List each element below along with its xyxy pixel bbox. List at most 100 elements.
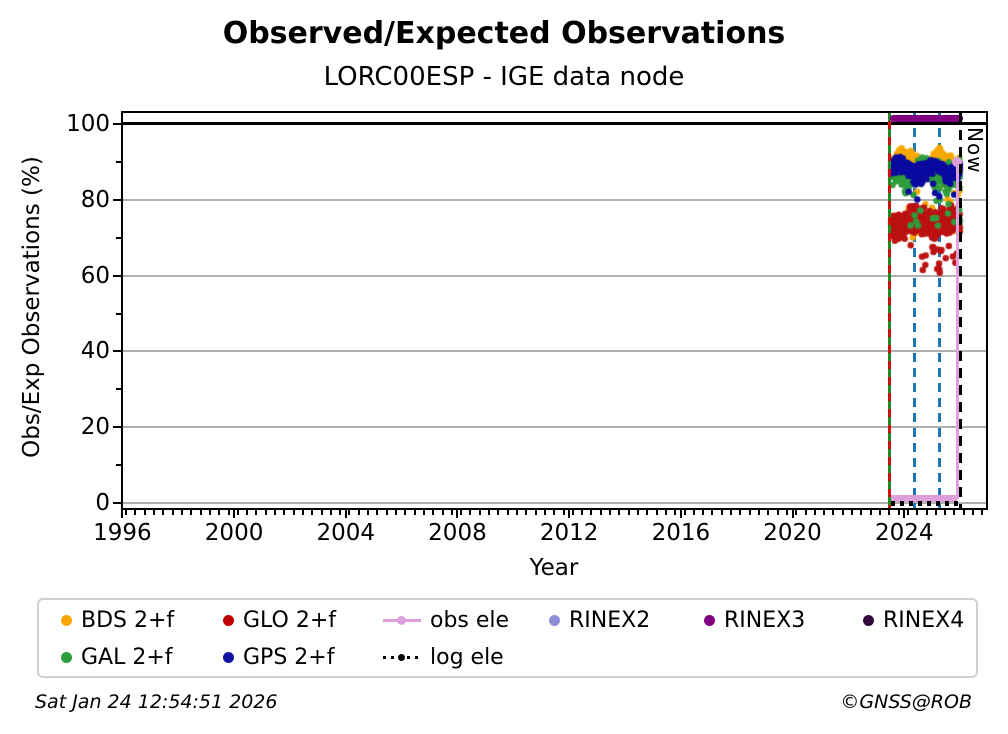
x-tick-label: 2012 (539, 520, 599, 546)
legend-item: BDS 2+f (61, 605, 174, 635)
legend-label: RINEX4 (883, 607, 965, 633)
x-major-tick (344, 510, 347, 518)
legend-label: GPS 2+f (243, 644, 335, 670)
x-minor-tick (422, 510, 425, 515)
plot-timestamp: Sat Jan 24 12:54:51 2026 (35, 691, 278, 713)
y-major-tick (113, 274, 121, 277)
x-minor-tick (832, 510, 835, 515)
y-minor-tick (116, 236, 121, 239)
x-minor-tick (599, 510, 602, 515)
obs-ele-last-point (952, 156, 962, 167)
legend-label: BDS 2+f (81, 607, 175, 633)
now-annotation-label: Now (963, 127, 987, 174)
x-minor-tick (702, 510, 705, 515)
legend-label: GLO 2+f (243, 607, 337, 633)
x-minor-tick (432, 510, 435, 515)
now-line (959, 113, 963, 508)
x-minor-tick (934, 510, 937, 515)
x-minor-tick (571, 510, 574, 515)
x-minor-tick (869, 510, 872, 515)
obs-ele-last-segment (955, 161, 959, 499)
scatter-canvas (123, 113, 986, 508)
legend-item: RINEX2 (549, 605, 650, 635)
x-minor-tick (646, 510, 649, 515)
x-minor-tick (469, 510, 472, 515)
legend-item: RINEX4 (863, 605, 964, 635)
x-minor-tick (367, 510, 370, 515)
y-tick-label: 60 (80, 262, 110, 289)
x-minor-tick (795, 510, 798, 515)
x-minor-tick (757, 510, 760, 515)
x-minor-tick (553, 510, 556, 515)
x-minor-tick (516, 510, 518, 515)
x-minor-tick (562, 510, 565, 515)
x-minor-tick (972, 510, 975, 515)
x-minor-tick (506, 510, 509, 515)
x-minor-tick (320, 510, 323, 515)
x-minor-tick (664, 510, 667, 515)
x-minor-tick (683, 510, 686, 515)
x-minor-tick (655, 510, 658, 515)
plot-area (121, 111, 988, 510)
obs-ele-baseline (890, 495, 957, 503)
x-minor-tick (739, 510, 742, 515)
x-minor-tick (525, 510, 528, 515)
chart-title: Observed/Expected Observations (222, 16, 786, 51)
x-major-tick (121, 510, 124, 518)
x-minor-tick (748, 510, 751, 515)
x-axis-title: Year (529, 555, 579, 581)
x-minor-tick (385, 510, 388, 515)
legend-marker-dot (549, 614, 560, 626)
y-minor-tick (116, 312, 121, 315)
legend-item: GPS 2+f (223, 642, 334, 672)
x-minor-tick (711, 510, 714, 515)
legend: BDS 2+f GAL 2+f GLO 2+f GPS 2+f obs ele log e… (37, 598, 978, 678)
legend-item: GLO 2+f (223, 605, 336, 635)
y-tick-label: 0 (95, 490, 110, 517)
legend-label: obs ele (430, 607, 510, 633)
x-minor-tick (180, 510, 183, 515)
x-minor-tick (897, 510, 900, 515)
x-minor-tick (301, 510, 304, 515)
x-minor-tick (246, 510, 249, 515)
x-minor-tick (981, 510, 984, 515)
y-minor-tick (116, 388, 121, 391)
x-minor-tick (851, 510, 854, 515)
x-minor-tick (264, 510, 267, 515)
x-minor-tick (497, 510, 500, 515)
x-minor-tick (860, 510, 863, 515)
copyright: ©GNSS@ROB (840, 691, 972, 713)
x-major-tick (903, 510, 906, 518)
x-minor-tick (329, 510, 332, 515)
x-minor-tick (692, 510, 695, 515)
y-minor-tick (116, 464, 121, 467)
rinex3-interval-bar (889, 114, 963, 122)
x-minor-tick (590, 510, 593, 515)
x-minor-tick (925, 510, 928, 515)
x-tick-label: 2000 (204, 520, 264, 546)
y-tick-label: 20 (80, 414, 110, 441)
legend-marker-line-dot (383, 615, 421, 626)
x-minor-tick (888, 510, 891, 515)
x-minor-tick (292, 510, 295, 515)
x-minor-tick (944, 510, 947, 515)
x-minor-tick (916, 510, 919, 515)
station-event-line (888, 113, 892, 508)
legend-marker-dot (223, 651, 234, 663)
x-minor-tick (627, 510, 630, 515)
x-major-tick (233, 510, 236, 518)
x-minor-tick (311, 510, 314, 515)
log-ele-dotted-line (890, 501, 962, 507)
x-minor-tick (255, 510, 258, 515)
x-minor-tick (841, 510, 844, 515)
x-minor-tick (227, 510, 230, 515)
legend-item: RINEX3 (704, 605, 805, 635)
y-minor-tick (116, 160, 121, 163)
x-minor-tick (674, 510, 677, 515)
legend-marker-dotted-line (383, 652, 421, 663)
x-minor-tick (441, 510, 444, 515)
x-minor-tick (962, 510, 965, 515)
y-tick-label: 80 (80, 186, 110, 213)
x-minor-tick (395, 510, 398, 515)
x-minor-tick (460, 510, 463, 515)
